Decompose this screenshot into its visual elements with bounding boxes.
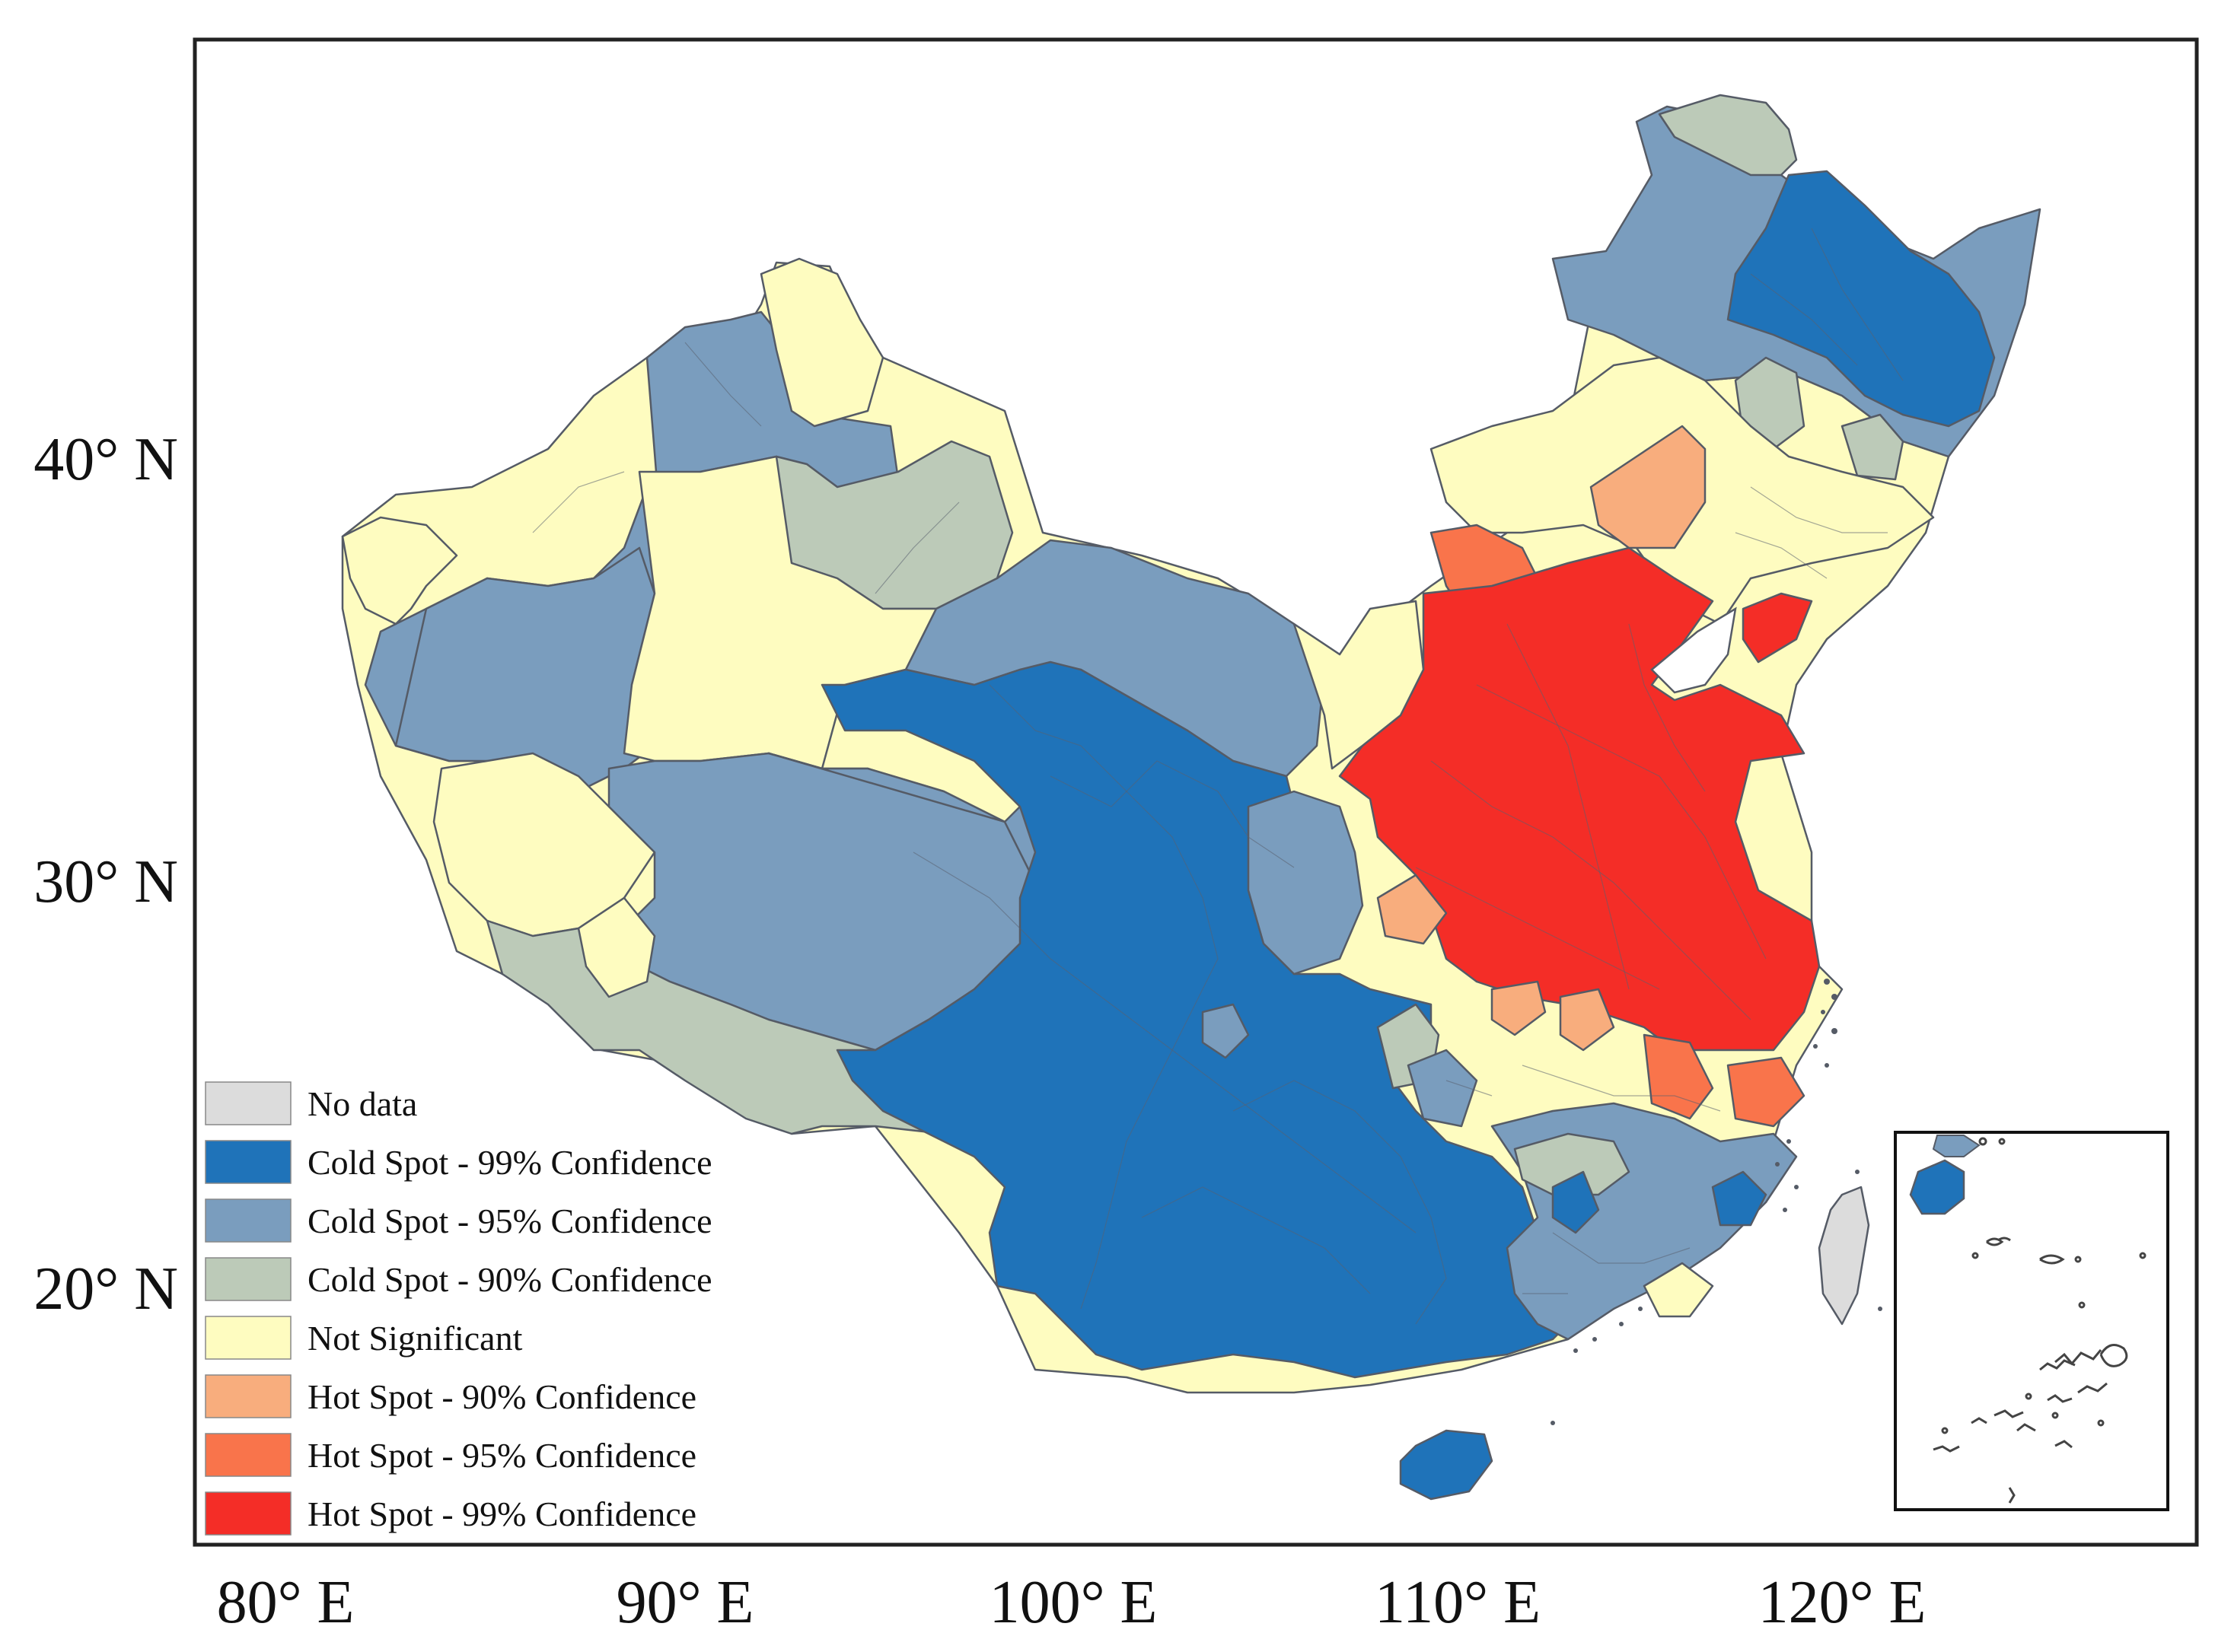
map-regions	[341, 94, 2041, 1501]
region-sw-cold95-small	[1201, 1003, 1250, 1059]
x-tick-label: 80° E	[217, 1569, 355, 1636]
region-se-hot95-a	[1643, 1033, 1714, 1120]
legend-swatch-cold95	[205, 1198, 292, 1243]
y-axis-ticks: 40° N 30° N 20° N	[33, 426, 178, 1323]
region-ngari-ns-2	[577, 896, 656, 998]
y-tick-label: 40° N	[33, 426, 178, 493]
region-dalian-hot99	[1742, 592, 1813, 664]
legend-label-hot90: Hot Spot - 90% Confidence	[308, 1377, 696, 1416]
inset-islands	[1933, 1137, 2146, 1504]
region-ne-cold90-right	[1841, 413, 1904, 481]
y-tick-label: 30° N	[33, 848, 178, 915]
x-tick-label: 90° E	[617, 1569, 754, 1636]
inset-mainland	[1932, 1135, 1981, 1157]
legend-swatch-hot95	[205, 1433, 292, 1477]
legend-swatch-cold90	[205, 1257, 292, 1301]
inset-hainan	[1909, 1159, 1965, 1215]
legend-swatch-ns	[205, 1316, 292, 1360]
region-central-hot90-b	[1490, 980, 1547, 1036]
legend-label-ns: Not Significant	[308, 1319, 523, 1358]
y-tick-label: 20° N	[33, 1256, 178, 1323]
legend-label-cold95: Cold Spot - 95% Confidence	[308, 1202, 712, 1240]
x-tick-label: 110° E	[1375, 1569, 1541, 1636]
region-central-hot90-c	[1559, 988, 1615, 1052]
region-kashgar-ns	[341, 516, 458, 625]
legend-label-hot95: Hot Spot - 95% Confidence	[308, 1436, 696, 1475]
legend-label-nodata: No data	[308, 1084, 417, 1123]
x-axis-ticks: 80° E 90° E 100° E 110° E 120° E	[217, 1569, 1927, 1636]
legend-swatch-cold99	[205, 1140, 292, 1184]
region-ne-cold99	[1726, 170, 1996, 428]
region-ne-cold90-top	[1658, 94, 1798, 177]
region-altai-ns	[760, 257, 884, 428]
region-se-hot95-b	[1726, 1056, 1805, 1128]
region-se-cold90	[1513, 1132, 1630, 1196]
legend-swatch-hot90	[205, 1374, 292, 1418]
legend-label-cold99: Cold Spot - 99% Confidence	[308, 1143, 712, 1182]
region-n-hot90	[1589, 425, 1707, 549]
coastal-islands	[1550, 979, 1882, 1425]
legend: No data Cold Spot - 99% Confidence Cold Sp…	[205, 1081, 712, 1536]
region-taiwan-nodata	[1818, 1186, 1870, 1326]
x-tick-label: 120° E	[1758, 1569, 1927, 1636]
district-boundaries	[532, 228, 1904, 1325]
region-fujian-cold99	[1711, 1170, 1767, 1227]
legend-swatch-nodata	[205, 1081, 292, 1125]
region-fujian-ns	[1643, 1262, 1714, 1318]
south-china-sea-inset	[1894, 1131, 2169, 1511]
region-guangdong-cold99	[1551, 1170, 1600, 1234]
region-chongqing-cold95	[1247, 790, 1364, 976]
legend-swatch-hot99	[205, 1491, 292, 1536]
legend-label-cold90: Cold Spot - 90% Confidence	[308, 1260, 712, 1299]
region-hainan-cold99	[1399, 1429, 1493, 1501]
region-ningxia-ns	[1292, 600, 1425, 770]
region-central-hot90-a	[1376, 874, 1448, 945]
region-hunan-cold95	[1407, 1049, 1478, 1128]
x-tick-label: 100° E	[990, 1569, 1158, 1636]
legend-label-hot99: Hot Spot - 99% Confidence	[308, 1494, 696, 1533]
bohai-sea	[1650, 606, 1737, 694]
